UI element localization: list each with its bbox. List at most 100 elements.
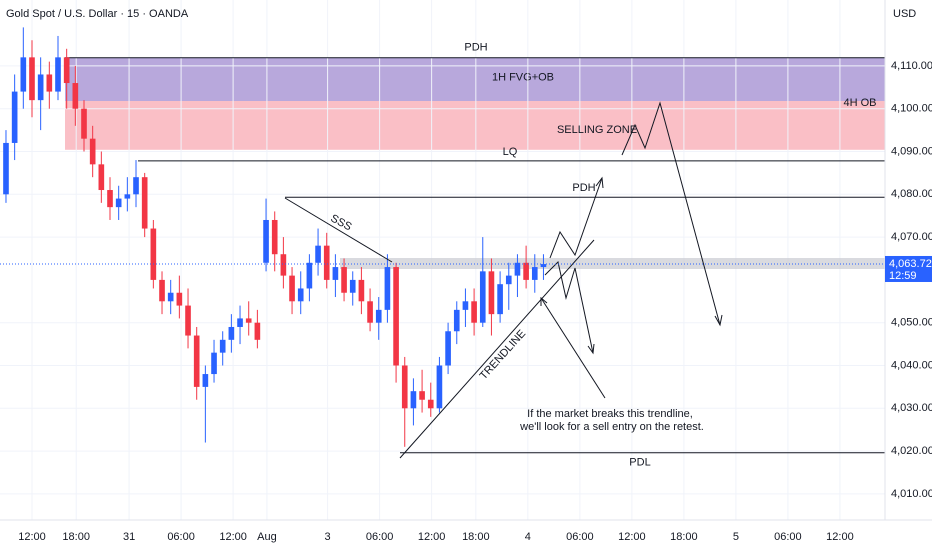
candle-body bbox=[427, 399, 434, 409]
main-path bbox=[621, 101, 721, 326]
candle-body bbox=[185, 305, 191, 336]
candle-body bbox=[115, 198, 122, 208]
annotation: we'll look for a sell entry on the retes… bbox=[519, 421, 704, 433]
candle-body bbox=[98, 164, 105, 191]
annotation: If the market breaks this trendline, bbox=[527, 408, 693, 420]
candle-body bbox=[167, 292, 174, 302]
candle-body bbox=[202, 374, 209, 387]
candle-body bbox=[237, 318, 243, 327]
candle-body bbox=[445, 331, 451, 366]
y-tick-label: 4,020.000 bbox=[891, 445, 932, 457]
candle-body bbox=[141, 177, 148, 229]
x-tick-label: 12:00 bbox=[826, 531, 854, 543]
candle-body bbox=[72, 83, 79, 109]
x-tick-label: 06:00 bbox=[566, 531, 594, 543]
x-tick-label: Aug bbox=[257, 531, 277, 543]
drawings bbox=[284, 101, 723, 459]
candle-body bbox=[280, 254, 287, 276]
candle-body bbox=[254, 322, 261, 340]
candle-body bbox=[505, 275, 512, 285]
y-tick-label: 4,030.000 bbox=[891, 402, 932, 414]
level-label: PDL bbox=[629, 457, 650, 469]
zone bbox=[65, 57, 885, 102]
zone-label: 4H OB bbox=[843, 97, 876, 109]
candle-body bbox=[3, 142, 9, 195]
level-label: PDH bbox=[572, 182, 595, 194]
x-tick-label: 06:00 bbox=[366, 531, 394, 543]
candle-body bbox=[531, 267, 538, 280]
candle-body bbox=[306, 262, 313, 289]
x-tick-label: 18:00 bbox=[462, 531, 490, 543]
candle-body bbox=[401, 365, 408, 409]
x-tick-label: 06:00 bbox=[167, 531, 195, 543]
x-tick-label: 18:00 bbox=[670, 531, 698, 543]
candle-body bbox=[150, 228, 157, 280]
candle-body bbox=[497, 284, 503, 315]
zone-label: 1H FVG+OB bbox=[492, 71, 554, 83]
candle-body bbox=[37, 74, 44, 101]
arrowhead bbox=[714, 314, 723, 327]
candle-body bbox=[367, 301, 373, 323]
level-label: LQ bbox=[503, 146, 518, 158]
candle-body bbox=[523, 262, 529, 280]
candle-body bbox=[289, 275, 295, 302]
candle-body bbox=[419, 391, 425, 400]
candle-body bbox=[176, 292, 183, 306]
y-tick-label: 4,040.000 bbox=[891, 359, 932, 371]
candle-body bbox=[107, 190, 113, 208]
last-price-label: 4,063.720 bbox=[889, 258, 932, 270]
candle-body bbox=[211, 352, 217, 375]
y-tick-label: 4,080.000 bbox=[891, 188, 932, 200]
candle-body bbox=[11, 91, 18, 143]
candle-body bbox=[540, 264, 547, 268]
note-arrow bbox=[540, 297, 606, 399]
candle-body bbox=[55, 57, 61, 92]
arrowhead bbox=[540, 296, 548, 306]
candle-body bbox=[341, 267, 347, 293]
y-tick-label: 4,090.000 bbox=[891, 145, 932, 157]
candle-body bbox=[63, 57, 70, 84]
candle-body bbox=[471, 301, 477, 323]
y-tick-label: 4,110.000 bbox=[891, 60, 932, 72]
candle-body bbox=[193, 335, 200, 387]
candle-body bbox=[263, 219, 269, 263]
y-tick-label: 4,070.000 bbox=[891, 231, 932, 243]
bear-path bbox=[544, 261, 594, 354]
candle-body bbox=[133, 177, 139, 195]
candle-body bbox=[323, 245, 330, 280]
candle-body bbox=[315, 245, 321, 263]
candle-body bbox=[358, 279, 365, 302]
x-tick-label: 06:00 bbox=[774, 531, 802, 543]
x-tick-label: 12:00 bbox=[219, 531, 247, 543]
last-price-box bbox=[885, 255, 932, 282]
candle-body bbox=[46, 74, 53, 92]
x-tick-label: 12:00 bbox=[18, 531, 46, 543]
candle-body bbox=[271, 219, 278, 255]
candle-body bbox=[332, 267, 339, 280]
bull-path bbox=[549, 177, 603, 259]
candle-body bbox=[479, 271, 486, 323]
x-tick-label: 3 bbox=[325, 531, 331, 543]
x-tick-label: 12:00 bbox=[418, 531, 446, 543]
candle-body bbox=[228, 326, 235, 340]
candle-body bbox=[349, 279, 356, 293]
arrowhead bbox=[587, 343, 595, 355]
y-tick-label: 4,050.000 bbox=[891, 317, 932, 329]
candle-body bbox=[297, 288, 304, 302]
candle-body bbox=[375, 309, 382, 323]
candle-body bbox=[29, 57, 35, 101]
candle-body bbox=[384, 267, 391, 310]
currency: USD bbox=[893, 8, 916, 20]
candle-body bbox=[124, 194, 131, 199]
candle-body bbox=[81, 108, 87, 139]
candle-body bbox=[436, 365, 443, 409]
candle-body bbox=[453, 309, 460, 332]
candle-body bbox=[462, 301, 469, 310]
x-tick-label: 5 bbox=[733, 531, 739, 543]
arrowhead bbox=[595, 176, 604, 189]
candle-body bbox=[410, 391, 417, 409]
y-tick-label: 4,010.000 bbox=[891, 488, 932, 500]
candle-body bbox=[245, 318, 252, 323]
x-tick-label: 4 bbox=[525, 531, 531, 543]
candle-body bbox=[20, 57, 27, 92]
